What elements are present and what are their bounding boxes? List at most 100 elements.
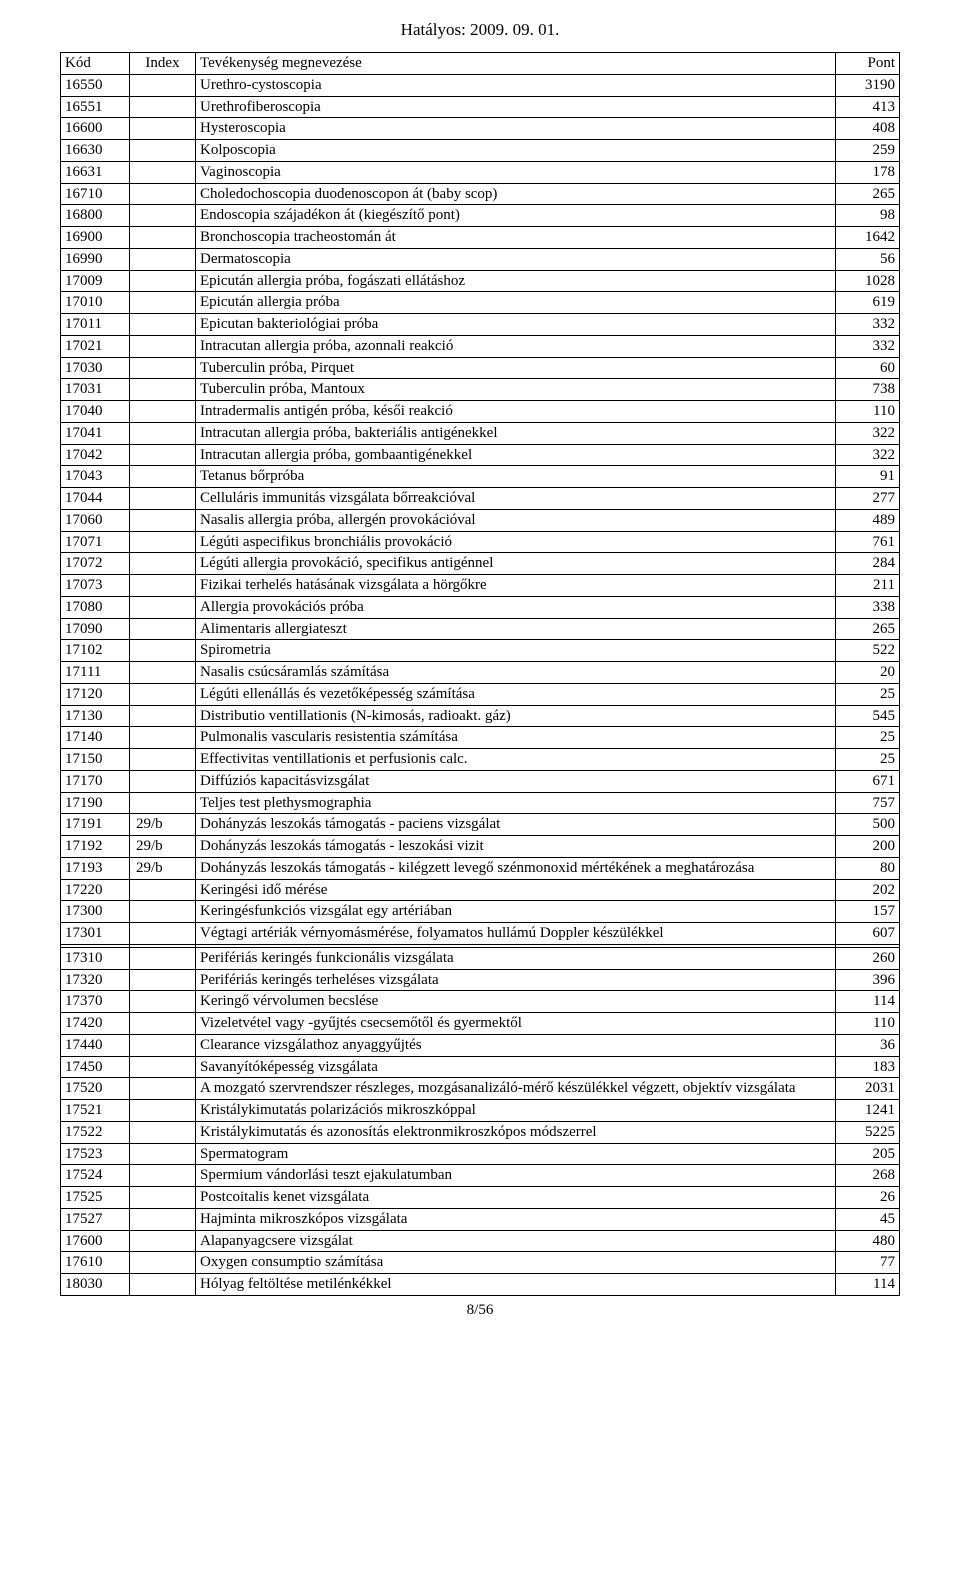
cell-pont: 60	[836, 357, 900, 379]
table-row: 17301 Végtagi artériák vérnyomásmérése, f…	[61, 923, 900, 945]
cell-index	[130, 1056, 196, 1078]
table-row: 17090Alimentaris allergiateszt265	[61, 618, 900, 640]
cell-index: 29/b	[130, 836, 196, 858]
cell-pont: 114	[836, 991, 900, 1013]
table-row: 17071Légúti aspecifikus bronchiális prov…	[61, 531, 900, 553]
cell-kod: 16990	[61, 248, 130, 270]
cell-name: Epicután allergia próba, fogászati ellát…	[196, 270, 836, 292]
table-row: 17102Spirometria522	[61, 640, 900, 662]
cell-kod: 17525	[61, 1187, 130, 1209]
cell-pont: 480	[836, 1230, 900, 1252]
cell-index	[130, 248, 196, 270]
cell-index	[130, 444, 196, 466]
cell-name: Intracutan allergia próba, bakteriális a…	[196, 422, 836, 444]
table-row: 17073Fizikai terhelés hatásának vizsgála…	[61, 575, 900, 597]
page-footer: 8/56	[60, 1302, 900, 1319]
cell-index	[130, 596, 196, 618]
table-row: 17521Kristálykimutatás polarizációs mikr…	[61, 1100, 900, 1122]
table-row: 1719229/bDohányzás leszokás támogatás - …	[61, 836, 900, 858]
cell-kod: 17301	[61, 923, 130, 945]
cell-index	[130, 509, 196, 531]
table-row: 16990Dermatoscopia56	[61, 248, 900, 270]
cell-name: Hajminta mikroszkópos vizsgálata	[196, 1208, 836, 1230]
cell-index	[130, 314, 196, 336]
col-header-pont: Pont	[836, 53, 900, 75]
cell-name: Kolposcopia	[196, 140, 836, 162]
cell-pont: 761	[836, 531, 900, 553]
cell-kod: 17310	[61, 947, 130, 969]
cell-index: 29/b	[130, 857, 196, 879]
cell-pont: 36	[836, 1034, 900, 1056]
cell-pont: 332	[836, 314, 900, 336]
cell-kod: 17060	[61, 509, 130, 531]
cell-pont: 45	[836, 1208, 900, 1230]
cell-pont: 205	[836, 1143, 900, 1165]
cell-name: Tuberculin próba, Mantoux	[196, 379, 836, 401]
cell-index	[130, 901, 196, 923]
cell-name: Dohányzás leszokás támogatás - leszokási…	[196, 836, 836, 858]
cell-index	[130, 947, 196, 969]
table-row: 17310 Perifériás keringés funkcionális vi…	[61, 947, 900, 969]
cell-name: Keringési idő mérése	[196, 879, 836, 901]
cell-pont: 500	[836, 814, 900, 836]
cell-pont: 284	[836, 553, 900, 575]
cell-kod: 17520	[61, 1078, 130, 1100]
cell-name: Effectivitas ventillationis et perfusion…	[196, 749, 836, 771]
cell-kod: 17011	[61, 314, 130, 336]
table-row: 17320Perifériás keringés terheléses vizs…	[61, 969, 900, 991]
cell-pont: 757	[836, 792, 900, 814]
cell-kod: 16551	[61, 96, 130, 118]
table-row: 17120Légúti ellenállás és vezetőképesség…	[61, 683, 900, 705]
table-row: 16710Choledochoscopia duodenoscopon át (…	[61, 183, 900, 205]
cell-kod: 17527	[61, 1208, 130, 1230]
cell-index	[130, 727, 196, 749]
cell-kod: 17320	[61, 969, 130, 991]
cell-name: Tetanus bőrpróba	[196, 466, 836, 488]
cell-name: Intracutan allergia próba, azonnali reak…	[196, 335, 836, 357]
cell-index	[130, 270, 196, 292]
cell-name: Végtagi artériák vérnyomásmérése, folyam…	[196, 923, 836, 945]
cell-name: Nasalis csúcsáramlás számítása	[196, 662, 836, 684]
table-row: 17522Kristálykimutatás és azonosítás ele…	[61, 1121, 900, 1143]
cell-kod: 17080	[61, 596, 130, 618]
col-header-name: Tevékenység megnevezése	[196, 53, 836, 75]
cell-kod: 17073	[61, 575, 130, 597]
cell-name: Hólyag feltöltése metilénkékkel	[196, 1274, 836, 1296]
cell-pont: 607	[836, 923, 900, 945]
cell-name: Perifériás keringés funkcionális vizsgál…	[196, 947, 836, 969]
cell-name: Légúti allergia provokáció, specifikus a…	[196, 553, 836, 575]
cell-name: Spirometria	[196, 640, 836, 662]
cell-pont: 183	[836, 1056, 900, 1078]
cell-pont: 338	[836, 596, 900, 618]
cell-kod: 17220	[61, 879, 130, 901]
cell-name: Intracutan allergia próba, gombaantigéne…	[196, 444, 836, 466]
cell-kod: 16900	[61, 227, 130, 249]
table-row: 1719129/bDohányzás leszokás támogatás - …	[61, 814, 900, 836]
cell-pont: 1642	[836, 227, 900, 249]
cell-index	[130, 618, 196, 640]
cell-kod: 17300	[61, 901, 130, 923]
cell-kod: 16630	[61, 140, 130, 162]
cell-pont: 268	[836, 1165, 900, 1187]
cell-index	[130, 531, 196, 553]
cell-kod: 17041	[61, 422, 130, 444]
table-row: 17041 Intracutan allergia próba, bakteriá…	[61, 422, 900, 444]
cell-index	[130, 662, 196, 684]
cell-kod: 17600	[61, 1230, 130, 1252]
cell-kod: 17610	[61, 1252, 130, 1274]
cell-name: Urethrofiberoscopia	[196, 96, 836, 118]
cell-pont: 1028	[836, 270, 900, 292]
cell-index	[130, 640, 196, 662]
cell-pont: 25	[836, 683, 900, 705]
cell-pont: 91	[836, 466, 900, 488]
table-row: 16900Bronchoscopia tracheostomán át1642	[61, 227, 900, 249]
table-row: 17031Tuberculin próba, Mantoux738	[61, 379, 900, 401]
cell-kod: 17192	[61, 836, 130, 858]
cell-pont: 202	[836, 879, 900, 901]
cell-name: Vizeletvétel vagy -gyűjtés csecsemőtől é…	[196, 1013, 836, 1035]
cell-index	[130, 118, 196, 140]
cell-kod: 17071	[61, 531, 130, 553]
cell-index: 29/b	[130, 814, 196, 836]
table-row: 17072Légúti allergia provokáció, specifi…	[61, 553, 900, 575]
cell-kod: 17450	[61, 1056, 130, 1078]
